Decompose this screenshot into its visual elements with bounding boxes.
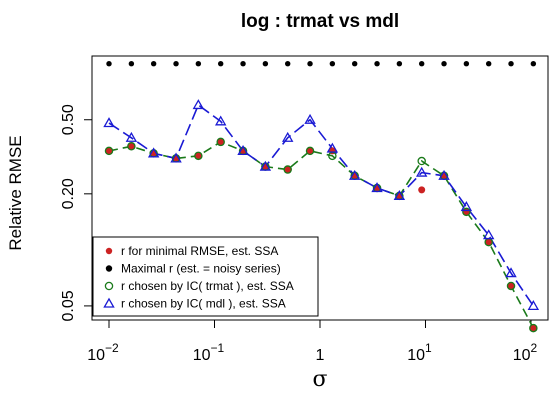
data-point — [194, 151, 203, 161]
legend-label: r for minimal RMSE, est. SSA — [121, 244, 278, 258]
data-point — [329, 61, 336, 67]
data-point — [173, 61, 179, 67]
data-point — [284, 166, 292, 174]
series-markers — [103, 61, 540, 333]
data-point — [106, 61, 112, 67]
data-point — [462, 207, 471, 217]
y-tick-label: 0.50 — [60, 104, 77, 135]
data-point — [371, 182, 383, 193]
data-point — [237, 145, 249, 156]
data-point — [262, 61, 269, 67]
x-axis-label: σ — [312, 367, 327, 392]
data-point — [125, 131, 138, 142]
data-point — [195, 61, 202, 67]
y-axis: 0.05 0.20 0.50 — [60, 104, 93, 321]
data-point — [170, 152, 182, 163]
legend-marker — [103, 297, 115, 308]
data-point — [418, 186, 426, 194]
data-point — [438, 169, 450, 180]
y-tick-label: 0.20 — [60, 178, 77, 209]
x-tick-base: 10 — [513, 347, 531, 364]
x-tick-label: 10−2 — [87, 341, 119, 364]
data-point — [281, 131, 294, 142]
x-tick-label: 101 — [407, 341, 432, 364]
x-tick-base: 1 — [316, 347, 325, 364]
legend-label: r chosen by IC( mdl ), est. SSA — [121, 297, 286, 311]
data-point — [305, 146, 315, 156]
legend-marker — [105, 247, 113, 255]
data-point — [506, 281, 516, 291]
data-point — [104, 146, 114, 156]
chart-title: log : trmat vs mdl — [241, 11, 399, 32]
data-point — [529, 324, 537, 332]
data-point — [393, 189, 406, 200]
data-point — [306, 147, 314, 155]
data-point — [463, 61, 470, 67]
legend-marker — [105, 265, 113, 272]
data-point — [417, 156, 426, 166]
data-point — [441, 61, 447, 67]
data-point — [485, 238, 493, 246]
data-point — [351, 61, 358, 67]
data-point — [105, 147, 113, 155]
data-point — [396, 61, 403, 67]
legend-label: Maximal r (est. = noisy series) — [121, 262, 281, 276]
data-point — [530, 61, 537, 67]
data-point — [194, 152, 202, 160]
x-tick-base: 10 — [87, 347, 105, 364]
y-tick-label: 0.05 — [60, 290, 77, 321]
data-point — [507, 282, 515, 290]
data-point — [304, 113, 316, 124]
data-point — [460, 201, 473, 212]
data-point — [527, 299, 540, 311]
data-point — [127, 142, 136, 151]
legend-marker — [104, 281, 114, 291]
data-point — [482, 229, 495, 240]
y-axis-label: Relative RMSE — [6, 135, 25, 250]
x-tick-label: 102 — [513, 341, 538, 364]
data-point — [505, 267, 517, 278]
series-line-3 — [108, 103, 535, 307]
data-point — [240, 61, 246, 67]
data-point — [415, 166, 428, 177]
data-point — [283, 165, 292, 174]
x-tick-exponent: −1 — [211, 341, 225, 355]
x-tick-label: 1 — [316, 347, 325, 364]
legend: r for minimal RMSE, est. SSA Maximal r (e… — [92, 236, 319, 317]
data-point — [192, 99, 205, 110]
x-tick-base: 10 — [407, 347, 425, 364]
data-point — [285, 61, 291, 67]
data-point — [326, 142, 339, 153]
legend-label: r chosen by IC( trmat ), est. SSA — [121, 279, 294, 293]
legend-box — [92, 236, 319, 317]
data-point — [127, 142, 135, 150]
x-tick-exponent: −2 — [105, 341, 119, 355]
data-point — [214, 115, 227, 126]
x-tick-label: 10−1 — [193, 341, 225, 364]
data-point — [418, 61, 425, 67]
data-point — [103, 117, 115, 128]
data-point — [374, 61, 380, 67]
data-point — [259, 160, 272, 171]
x-tick-exponent: 2 — [531, 341, 538, 355]
data-point — [217, 61, 224, 67]
data-point — [485, 61, 492, 67]
data-point — [147, 147, 160, 158]
data-point — [216, 137, 225, 147]
data-point — [348, 169, 361, 180]
x-axis: 10−2 10−1 1 101 102 — [87, 319, 538, 364]
data-point — [307, 61, 313, 67]
data-point — [128, 61, 135, 67]
data-point — [217, 138, 225, 146]
data-point — [150, 61, 157, 67]
x-tick-exponent: 1 — [425, 341, 432, 355]
data-point — [508, 61, 514, 67]
data-point — [529, 323, 538, 333]
x-tick-base: 10 — [193, 347, 211, 364]
